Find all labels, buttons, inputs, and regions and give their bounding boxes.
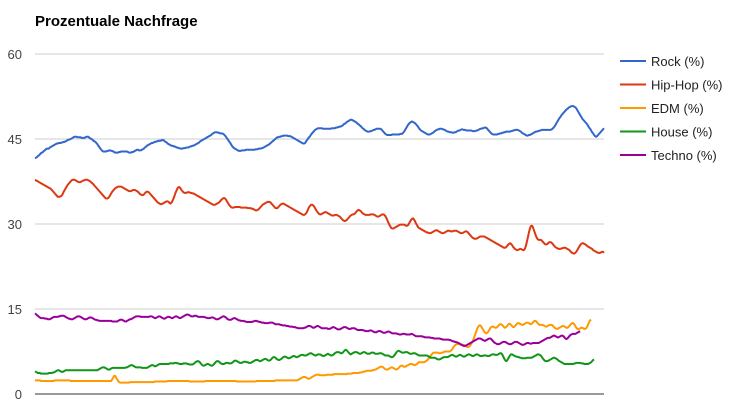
legend-label: House (%) bbox=[651, 125, 712, 140]
y-tick-label: 15 bbox=[8, 302, 22, 317]
y-tick-label: 45 bbox=[8, 132, 22, 147]
gridlines bbox=[35, 53, 604, 395]
legend-item[interactable]: Techno (%) bbox=[620, 148, 717, 163]
series-line-hip-hop- bbox=[34, 178, 605, 255]
series-line-techno- bbox=[34, 312, 581, 347]
legend-item[interactable]: House (%) bbox=[620, 125, 712, 140]
legend[interactable]: Rock (%) Hip-Hop (%) EDM (%) House (%) Techn… bbox=[620, 54, 723, 163]
series-line-edm- bbox=[34, 318, 592, 384]
legend-item[interactable]: Hip-Hop (%) bbox=[620, 78, 723, 93]
y-tick-label: 0 bbox=[15, 387, 22, 402]
legend-label: Hip-Hop (%) bbox=[651, 78, 723, 93]
legend-label: Rock (%) bbox=[651, 54, 704, 69]
series-line-house- bbox=[34, 348, 595, 375]
series-line-rock- bbox=[34, 105, 605, 160]
legend-label: EDM (%) bbox=[651, 101, 704, 116]
legend-item[interactable]: Rock (%) bbox=[620, 54, 704, 69]
y-tick-label: 30 bbox=[8, 217, 22, 232]
y-axis-labels: 0 15 30 45 60 bbox=[8, 47, 22, 402]
legend-label: Techno (%) bbox=[651, 148, 717, 163]
series-lines bbox=[34, 105, 605, 384]
legend-item[interactable]: EDM (%) bbox=[620, 101, 704, 116]
chart-title: Prozentuale Nachfrage bbox=[35, 13, 198, 30]
y-tick-label: 60 bbox=[8, 47, 22, 62]
